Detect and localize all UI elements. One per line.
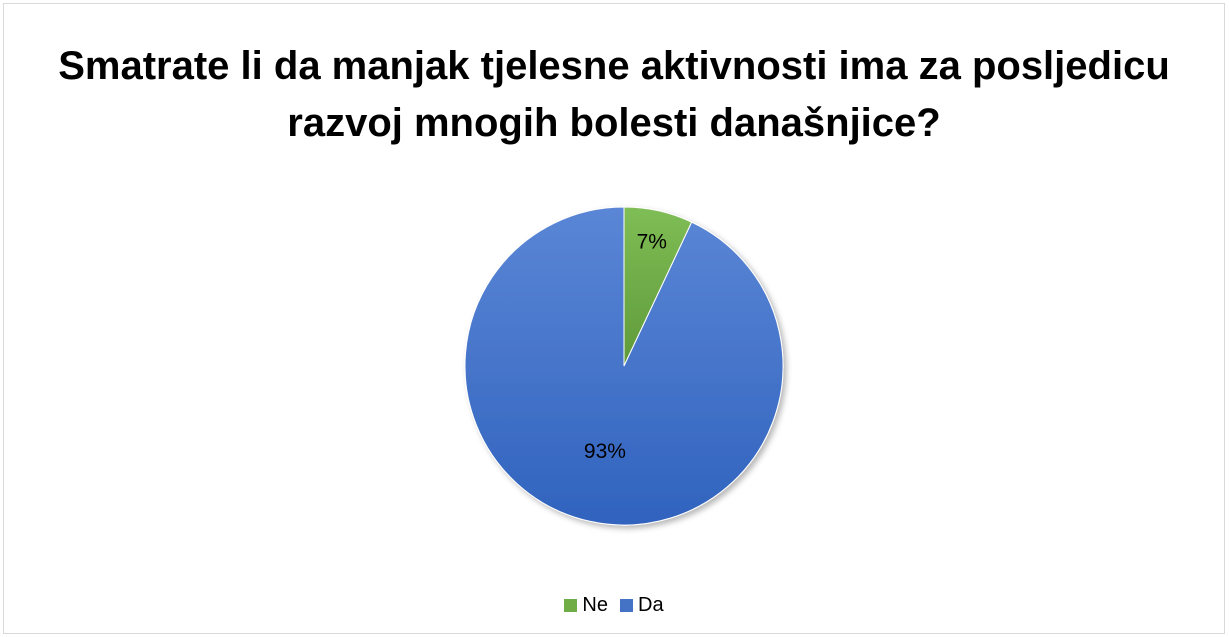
legend-label-da: Da (638, 594, 664, 616)
legend-item-ne: Ne (564, 594, 608, 617)
chart-area: Smatrate li da manjak tjelesne aktivnost… (3, 3, 1225, 634)
legend-swatch-ne (564, 599, 578, 612)
data-label-ne: 7% (637, 230, 667, 253)
pie-chart: 7% 93% (464, 206, 784, 526)
chart-title: Smatrate li da manjak tjelesne aktivnost… (58, 44, 1170, 145)
data-label-da: 93% (584, 440, 626, 463)
legend-swatch-da (620, 599, 633, 612)
legend-item-da: Da (620, 594, 664, 617)
pie-slice-da (464, 206, 784, 526)
legend: Ne Da (4, 594, 1224, 617)
legend-label-ne: Ne (582, 594, 608, 616)
